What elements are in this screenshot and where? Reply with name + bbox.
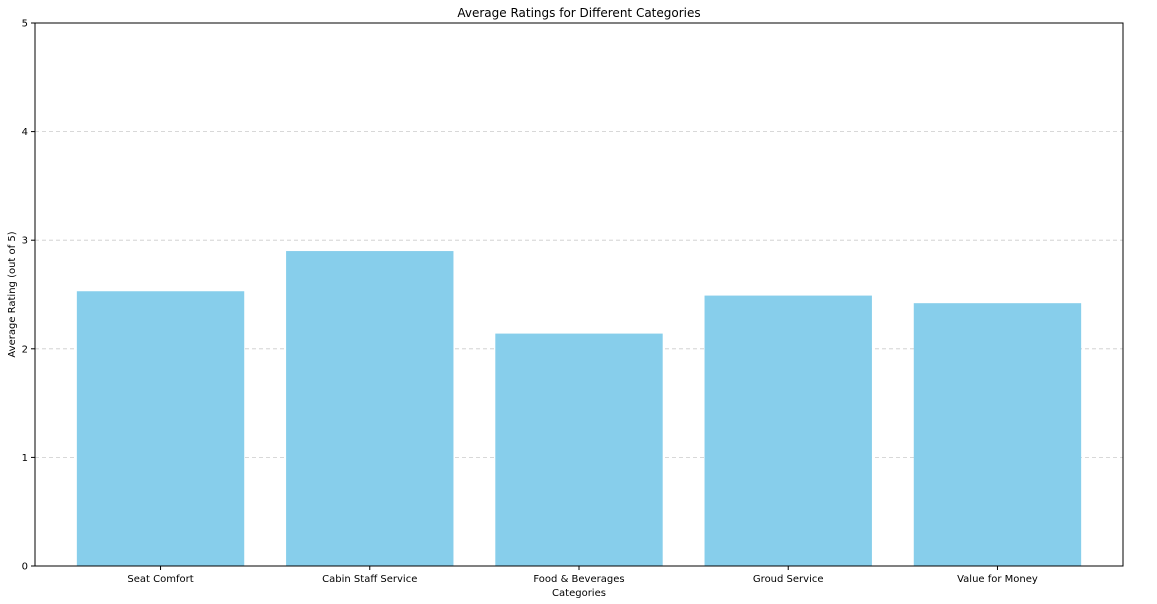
y-tick-label: 4 <box>22 127 28 138</box>
bar-value-for-money <box>913 303 1082 566</box>
y-tick-label: 0 <box>22 562 28 573</box>
chart-title: Average Ratings for Different Categories <box>457 6 700 20</box>
x-tick-label: Value for Money <box>957 574 1038 585</box>
bars <box>76 251 1082 566</box>
y-axis-label: Average Rating (out of 5) <box>7 231 18 357</box>
x-tick-label: Food & Beverages <box>533 574 624 585</box>
x-tick-label: Seat Comfort <box>127 574 193 585</box>
x-tick-label: Cabin Staff Service <box>322 574 417 585</box>
y-tick-label: 2 <box>22 344 28 355</box>
y-tick-label: 1 <box>22 453 28 464</box>
bar-groud-service <box>704 295 872 566</box>
x-axis-label: Categories <box>552 588 606 599</box>
x-tick-label: Groud Service <box>753 574 824 585</box>
y-axis-ticks: 0 1 2 3 4 5 <box>22 19 35 573</box>
bar-cabin-staff-service <box>286 251 454 566</box>
y-tick-label: 5 <box>22 19 28 30</box>
bar-seat-comfort <box>76 291 245 566</box>
y-tick-label: 3 <box>22 236 28 247</box>
bar-food-beverages <box>495 333 663 566</box>
x-axis-ticks: Seat Comfort Cabin Staff Service Food & Be… <box>127 566 1038 585</box>
